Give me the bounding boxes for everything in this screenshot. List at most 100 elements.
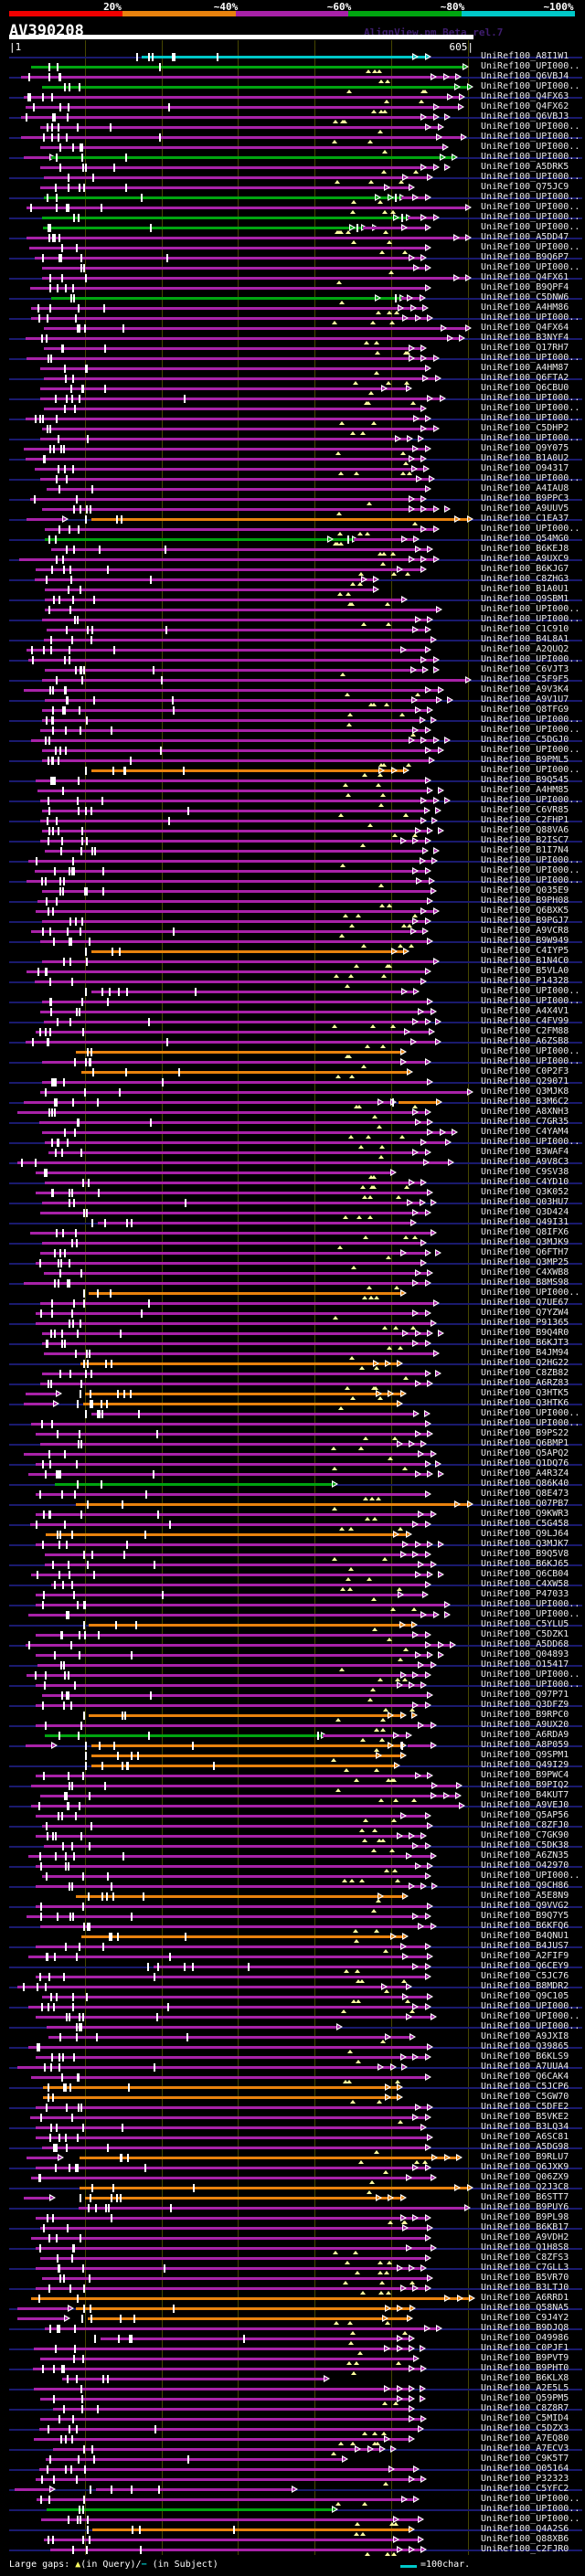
hit-label[interactable]: UniRef100_UPI000.. — [481, 242, 580, 252]
hit-label[interactable]: UniRef100_Q7UE67 — [481, 1298, 569, 1308]
hit-label[interactable]: UniRef100_B6KLX8 — [481, 2373, 569, 2383]
alignment-row-bar[interactable] — [36, 1634, 427, 1637]
hit-label[interactable]: UniRef100_C8ZHG3 — [481, 574, 569, 584]
alignment-row-bar[interactable] — [23, 1403, 55, 1405]
hit-label[interactable]: UniRef100_Q4A2S6 — [481, 2524, 569, 2534]
hit-label[interactable]: UniRef100_C4YAM4 — [481, 1127, 569, 1137]
hit-label[interactable]: UniRef100_C4IYP5 — [481, 946, 569, 956]
hit-label[interactable]: UniRef100_Q2J3C8 — [481, 2182, 569, 2192]
alignment-row-bar[interactable] — [46, 2458, 344, 2461]
alignment-row-bar[interactable] — [80, 2157, 459, 2159]
hit-label[interactable]: UniRef100_C2FM88 — [481, 1026, 569, 1036]
hit-label[interactable]: UniRef100_UPI000.. — [481, 202, 580, 212]
alignment-row-bar[interactable] — [29, 1523, 427, 1526]
alignment-row-bar[interactable] — [45, 538, 354, 541]
alignment-row-bar[interactable] — [85, 1393, 402, 1395]
hit-label[interactable]: UniRef100_Q6VBJ4 — [481, 71, 569, 81]
alignment-row-bar[interactable] — [42, 1332, 430, 1335]
hit-label[interactable]: UniRef100_Q3D424 — [481, 1207, 569, 1217]
hit-label[interactable]: UniRef100_Q9SPM1 — [481, 1750, 569, 1760]
alignment-row-bar[interactable] — [36, 1513, 432, 1516]
hit-label[interactable]: UniRef100_A5DD68 — [481, 1639, 569, 1649]
alignment-row-bar[interactable] — [27, 1956, 430, 1958]
hit-label[interactable]: UniRef100_C5JC76 — [481, 1971, 569, 1981]
alignment-row-bar[interactable] — [42, 1131, 453, 1134]
hit-label[interactable]: UniRef100_C5DNW6 — [481, 292, 569, 302]
hit-label[interactable]: UniRef100_B9PS22 — [481, 1428, 569, 1438]
alignment-row-bar[interactable] — [45, 528, 435, 531]
alignment-row-bar[interactable] — [42, 619, 430, 621]
alignment-row-bar[interactable] — [40, 1212, 427, 1214]
alignment-row-bar[interactable] — [36, 2136, 430, 2139]
hit-label[interactable]: UniRef100_Q75JC9 — [481, 182, 569, 192]
hit-label[interactable]: UniRef100_B9QPF4 — [481, 282, 569, 292]
alignment-row-bar[interactable] — [45, 588, 376, 591]
alignment-row-bar[interactable] — [36, 1885, 423, 1888]
hit-label[interactable]: UniRef100_Q49I31 — [481, 1217, 569, 1227]
hit-label[interactable]: UniRef100_Q5AP56 — [481, 1810, 569, 1820]
alignment-row-bar[interactable] — [90, 1744, 402, 1747]
alignment-row-bar[interactable] — [92, 2528, 410, 2531]
alignment-row-bar[interactable] — [42, 1242, 423, 1245]
hit-label[interactable]: UniRef100_C5YLU5 — [481, 1619, 569, 1629]
alignment-row-bar[interactable] — [362, 227, 428, 229]
alignment-row-bar[interactable] — [27, 518, 64, 521]
hit-label[interactable]: UniRef100_C5F9F5 — [481, 674, 569, 684]
alignment-row-bar[interactable] — [27, 357, 435, 360]
alignment-row-bar[interactable] — [27, 207, 468, 209]
alignment-row-bar[interactable] — [36, 1312, 427, 1315]
alignment-row-bar[interactable] — [36, 2287, 427, 2290]
alignment-row-bar[interactable] — [40, 126, 440, 129]
hit-label[interactable]: UniRef100_Q5APQ2 — [481, 1448, 569, 1458]
hit-label[interactable]: UniRef100_A9VDH2 — [481, 2232, 569, 2242]
alignment-row-bar[interactable] — [23, 448, 427, 451]
hit-label[interactable]: UniRef100_UPI000.. — [481, 473, 580, 483]
hit-label[interactable]: UniRef100_B9PUY6 — [481, 2202, 569, 2212]
alignment-row-bar[interactable] — [36, 910, 435, 913]
alignment-row-bar[interactable] — [33, 2388, 410, 2390]
hit-label[interactable]: UniRef100_Q8IFX6 — [481, 1227, 569, 1237]
hit-label[interactable]: UniRef100_C4XW58 — [481, 1579, 569, 1589]
hit-label[interactable]: UniRef100_A5DD47 — [481, 232, 569, 242]
hit-label[interactable]: UniRef100_C5MID4 — [481, 2413, 569, 2423]
alignment-row-bar[interactable] — [36, 1835, 423, 1838]
hit-label[interactable]: UniRef100_B3M6C2 — [481, 1097, 569, 1107]
alignment-row-bar[interactable] — [323, 1734, 408, 1737]
hit-label[interactable]: UniRef100_UPI000.. — [481, 1408, 580, 1418]
alignment-row-bar[interactable] — [43, 327, 468, 330]
alignment-row-bar[interactable] — [407, 1744, 432, 1747]
alignment-row-bar[interactable] — [17, 1111, 427, 1114]
hit-label[interactable]: UniRef100_A9VEJ0 — [481, 1800, 569, 1810]
alignment-row-bar[interactable] — [34, 981, 423, 983]
alignment-row-bar[interactable] — [31, 739, 435, 742]
hit-label[interactable]: UniRef100_C5DZK1 — [481, 1629, 569, 1639]
hit-label[interactable]: UniRef100_B6KJG7 — [481, 564, 569, 574]
alignment-row-bar[interactable] — [43, 196, 401, 199]
hit-label[interactable]: UniRef100_B9W949 — [481, 936, 569, 946]
hit-label[interactable]: UniRef100_Q1H8S8 — [481, 2242, 569, 2253]
alignment-row-bar[interactable] — [45, 1141, 448, 1144]
hit-label[interactable]: UniRef100_UPI000.. — [481, 524, 580, 534]
hit-label[interactable]: UniRef100_Q3MJK7 — [481, 1539, 569, 1549]
alignment-row-bar[interactable] — [17, 1161, 450, 1164]
hit-label[interactable]: UniRef100_UPI000.. — [481, 604, 580, 614]
alignment-row-bar[interactable] — [27, 649, 427, 652]
alignment-row-bar[interactable] — [40, 2257, 427, 2260]
hit-label[interactable]: UniRef100_B6KJ65 — [481, 1559, 569, 1569]
alignment-row-bar[interactable] — [27, 659, 435, 662]
hit-label[interactable]: UniRef100_UPI000.. — [481, 192, 580, 202]
hit-label[interactable]: UniRef100_Q035E9 — [481, 885, 569, 896]
alignment-row-bar[interactable] — [40, 1091, 469, 1094]
alignment-row-bar[interactable] — [34, 578, 376, 581]
alignment-row-bar[interactable] — [90, 1754, 402, 1757]
alignment-row-bar[interactable] — [34, 468, 425, 471]
hit-label[interactable]: UniRef100_P47033 — [481, 1589, 569, 1599]
alignment-row-bar[interactable] — [90, 518, 469, 521]
hit-label[interactable]: UniRef100_A4IAU8 — [481, 483, 569, 493]
alignment-row-bar[interactable] — [36, 2478, 423, 2481]
alignment-row-bar[interactable] — [36, 1654, 430, 1657]
alignment-row-bar[interactable] — [45, 2327, 439, 2330]
alignment-row-bar[interactable] — [36, 1815, 427, 1818]
hit-label[interactable]: UniRef100_UPI000.. — [481, 986, 580, 996]
alignment-row-bar[interactable] — [36, 1262, 423, 1265]
